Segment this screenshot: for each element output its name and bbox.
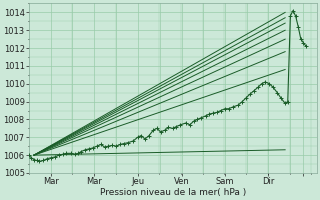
X-axis label: Pression niveau de la mer( hPa ): Pression niveau de la mer( hPa ) [100, 188, 246, 197]
